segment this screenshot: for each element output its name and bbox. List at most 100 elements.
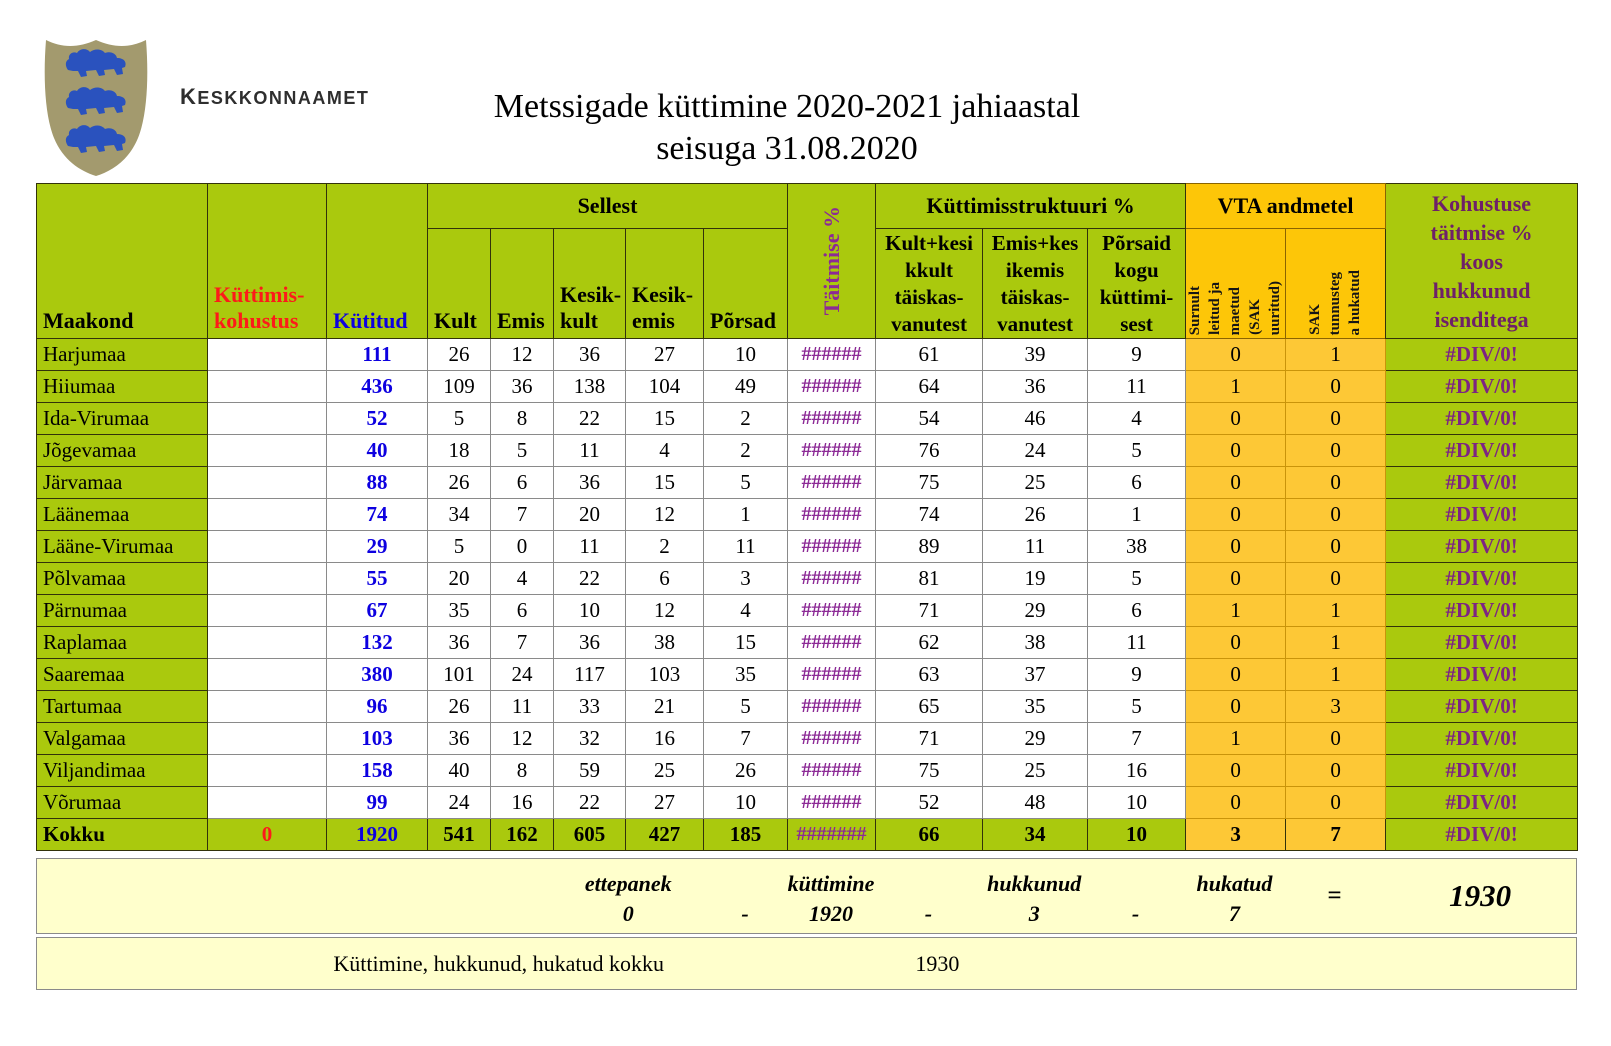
rotated-label: a hukatud — [1347, 269, 1364, 335]
cell-kohustuse-pct: #DIV/0! — [1385, 818, 1579, 851]
cell-kutitud: 67 — [326, 594, 428, 627]
cell-emis: 11 — [490, 690, 554, 723]
cell-kutitud: 380 — [326, 658, 428, 691]
cell-porsad: 185 — [702, 818, 789, 851]
cell-kutitud: 436 — [326, 370, 428, 403]
cell-porsad: 26 — [702, 754, 789, 787]
cell-emis-pct: 46 — [982, 402, 1089, 435]
cell-porsad: 35 — [702, 658, 789, 691]
cell-kuttimiskohustus — [207, 434, 327, 467]
cell-kesik-emis: 16 — [625, 722, 704, 755]
cell-kult: 541 — [427, 818, 491, 851]
calc-dash: - — [703, 859, 787, 933]
cell-kult: 20 — [427, 562, 491, 595]
cell-vta-sak: 1 — [1285, 626, 1387, 659]
cell-kult-pct: 71 — [875, 722, 984, 755]
col-header-kult-pct: Kult+kesi kkult täiskas- vanutest — [875, 228, 984, 339]
cell-porsad: 2 — [702, 402, 789, 435]
cell-kutitud: 40 — [326, 434, 428, 467]
table-row: Läänemaa 74 34 7 20 12 1 ###### 74 26 1 … — [36, 498, 1579, 531]
cell-kohustuse-pct: #DIV/0! — [1385, 370, 1579, 403]
cell-kesik-kult: 117 — [553, 658, 626, 691]
col-header-porsaid-pct: Põrsaid kogu küttimi- sest — [1087, 228, 1187, 339]
cell-kult-pct: 54 — [875, 402, 984, 435]
col-header-emis-pct: Emis+kes ikemis täiskas- vanutest — [982, 228, 1089, 339]
cell-maakond: Hiiumaa — [36, 370, 208, 403]
cell-kult: 36 — [427, 626, 491, 659]
col-header-kesik-kult: Kesik- kult — [553, 228, 626, 339]
cell-kult: 5 — [427, 530, 491, 563]
cell-vta-sak: 1 — [1285, 658, 1387, 691]
table-row: Hiiumaa 436 109 36 138 104 49 ###### 64 … — [36, 370, 1579, 403]
cell-kult-pct: 52 — [875, 786, 984, 819]
cell-kuttimiskohustus — [207, 722, 327, 755]
table-row: Jõgevamaa 40 18 5 11 4 2 ###### 76 24 5 … — [36, 434, 1579, 467]
cell-kult: 109 — [427, 370, 491, 403]
calc-hukatud: hukatud 7 — [1185, 859, 1285, 933]
cell-kohustuse-pct: #DIV/0! — [1385, 466, 1579, 499]
cell-kohustuse-pct: #DIV/0! — [1385, 786, 1579, 819]
cell-kohustuse-pct: #DIV/0! — [1385, 594, 1579, 627]
cell-kutitud: 132 — [326, 626, 428, 659]
table-row: Saaremaa 380 101 24 117 103 35 ###### 63… — [36, 658, 1579, 691]
cell-kesik-kult: 11 — [553, 530, 626, 563]
calc-grand-total: 1930 — [1449, 878, 1512, 913]
cell-kult-pct: 62 — [875, 626, 984, 659]
cell-kuttimiskohustus — [207, 370, 327, 403]
cell-vta-sak: 0 — [1285, 786, 1387, 819]
cell-porsaid-pct: 9 — [1087, 658, 1187, 691]
cell-kuttimiskohustus — [207, 530, 327, 563]
cell-emis-pct: 24 — [982, 434, 1089, 467]
cell-kesik-kult: 59 — [553, 754, 626, 787]
cell-kult-pct: 74 — [875, 498, 984, 531]
table-row: Valgamaa 103 36 12 32 16 7 ###### 71 29 … — [36, 722, 1579, 755]
cell-kohustuse-pct: #DIV/0! — [1385, 530, 1579, 563]
calc-value: 0 — [622, 901, 634, 926]
cell-vta-sak: 1 — [1285, 338, 1387, 371]
cell-kult: 26 — [427, 338, 491, 371]
cell-kult-pct: 71 — [875, 594, 984, 627]
cell-vta-sak: 0 — [1285, 754, 1387, 787]
cell-porsad: 11 — [702, 530, 789, 563]
cell-vta-sak: 0 — [1285, 434, 1387, 467]
cell-kuttimiskohustus — [207, 498, 327, 531]
cell-kult: 36 — [427, 722, 491, 755]
cell-taitmise-pct: ###### — [787, 690, 877, 723]
cell-maakond: Kokku — [36, 818, 208, 851]
cell-kesik-emis: 27 — [625, 338, 704, 371]
calc-hukkunud: hukkunud 3 — [982, 859, 1087, 933]
cell-vta-surnult: 1 — [1185, 594, 1287, 627]
cell-emis-pct: 35 — [982, 690, 1089, 723]
calc-label: küttimine — [787, 870, 875, 896]
cell-maakond: Pärnumaa — [36, 594, 208, 627]
calc-value: - — [1131, 901, 1140, 926]
agency-wordmark: KESKKONNAAMET — [180, 76, 370, 111]
cell-maakond: Lääne-Virumaa — [36, 530, 208, 563]
rotated-label: leitud ja — [1207, 282, 1224, 335]
cell-kesik-kult: 22 — [553, 402, 626, 435]
cell-porsad: 10 — [702, 338, 789, 371]
cell-vta-surnult: 1 — [1185, 722, 1287, 755]
calc-kuttimine: küttimine 1920 — [787, 859, 875, 933]
col-header-porsad: Põrsad — [702, 228, 789, 339]
cell-kesik-emis: 4 — [625, 434, 704, 467]
cell-maakond: Võrumaa — [36, 786, 208, 819]
calc-label: hukkunud — [987, 870, 1082, 896]
cell-kesik-emis: 104 — [625, 370, 704, 403]
cell-kohustuse-pct: #DIV/0! — [1385, 658, 1579, 691]
calc-spacer — [37, 859, 553, 933]
cell-taitmise-pct: ###### — [787, 370, 877, 403]
table-row: Järvamaa 88 26 6 36 15 5 ###### 75 25 6 … — [36, 466, 1579, 499]
cell-emis-pct: 34 — [982, 818, 1089, 851]
cell-vta-surnult: 0 — [1185, 562, 1287, 595]
cell-emis-pct: 11 — [982, 530, 1089, 563]
cell-emis: 12 — [490, 338, 554, 371]
calc-value: 7 — [1228, 901, 1240, 926]
cell-emis: 6 — [490, 594, 554, 627]
cell-kuttimiskohustus — [207, 658, 327, 691]
cell-vta-sak: 0 — [1285, 722, 1387, 755]
cell-kesik-kult: 138 — [553, 370, 626, 403]
col-header-kuttimiskohustus: Küttimis- kohustus — [207, 183, 327, 339]
cell-kutitud: 99 — [326, 786, 428, 819]
cell-vta-surnult: 0 — [1185, 786, 1287, 819]
